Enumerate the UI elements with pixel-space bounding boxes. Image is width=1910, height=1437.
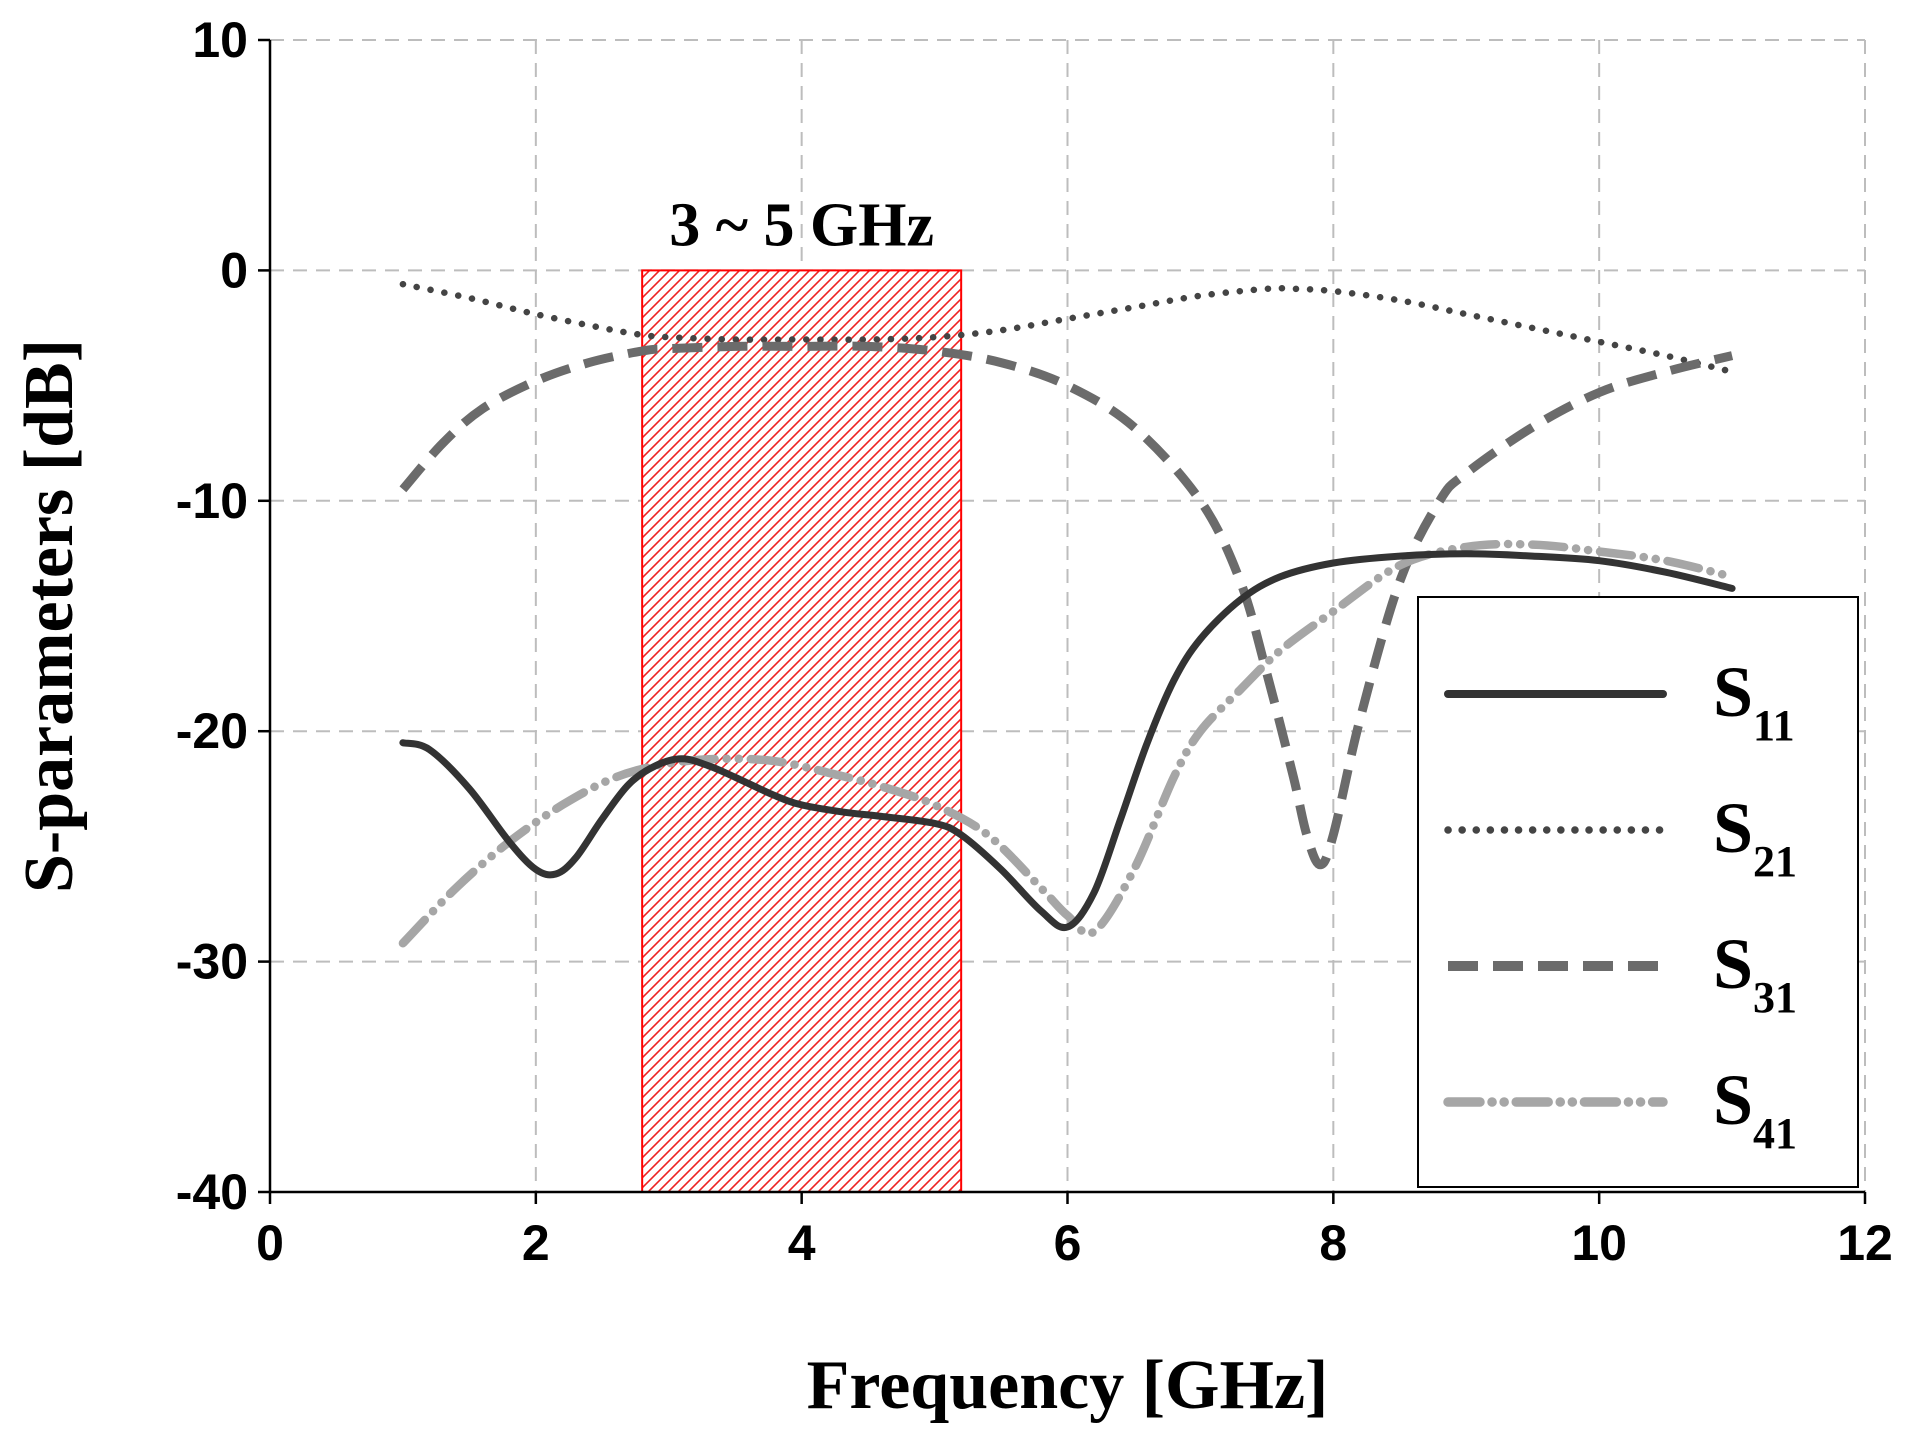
legend-item-s31: S31: [1448, 924, 1797, 1022]
highlight-band: [641, 269, 963, 1193]
series-line-s21: [399, 280, 1736, 376]
series: [398, 280, 1737, 948]
tick-labels: -40 -30 -20 -10 0 10 0 2 4 6 8 10 12: [176, 12, 1893, 1271]
x-axis-title: Frequency [GHz]: [807, 1347, 1329, 1424]
series-line-s41: [398, 539, 1737, 948]
legend-item-s11: S11: [1444, 652, 1795, 750]
legend-label-s31: S31: [1713, 924, 1797, 1022]
x-tick-label-6: 6: [1054, 1215, 1082, 1271]
legend-label-s11: S11: [1713, 652, 1795, 750]
legend: S11 S21 S31 S41: [1417, 596, 1859, 1188]
legend-item-s21: S21: [1444, 788, 1797, 886]
y-tick-label-10: 10: [192, 12, 248, 68]
legend-label-s41: S41: [1713, 1060, 1797, 1158]
y-tick-label--30: -30: [176, 934, 248, 990]
band-annotation: 3 ~ 5 GHz: [669, 191, 934, 259]
series-line-s11: [399, 550, 1736, 932]
legend-label-s21: S21: [1713, 788, 1797, 886]
y-axis-title: S-parameters [dB]: [11, 339, 88, 893]
x-tick-label-0: 0: [256, 1215, 284, 1271]
y-tick-label--20: -20: [176, 703, 248, 759]
axes: [258, 38, 1867, 1204]
series-line-s31: [399, 341, 1734, 870]
x-tick-label-4: 4: [788, 1215, 816, 1271]
y-tick-label--40: -40: [176, 1164, 248, 1220]
legend-item-s41: S41: [1443, 1060, 1797, 1158]
x-tick-label-2: 2: [522, 1215, 550, 1271]
x-tick-label-10: 10: [1571, 1215, 1627, 1271]
x-tick-label-12: 12: [1837, 1215, 1893, 1271]
x-tick-label-8: 8: [1319, 1215, 1347, 1271]
y-tick-label--10: -10: [176, 473, 248, 529]
y-tick-label-0: 0: [220, 242, 248, 298]
